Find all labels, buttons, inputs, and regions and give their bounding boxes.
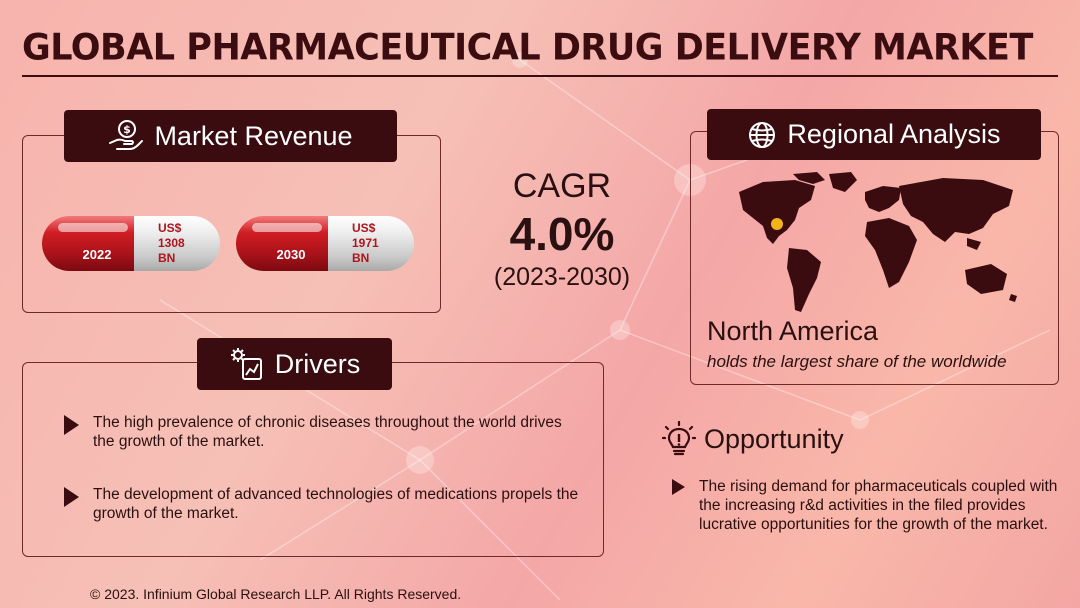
- capsule-value: US$ 1971 BN: [328, 216, 414, 271]
- cagr-value: 4.0%: [509, 208, 615, 260]
- driver-text: The development of advanced technologies…: [93, 486, 579, 522]
- bullet-triangle-icon: [64, 487, 79, 507]
- capsule-amount: 1971: [352, 236, 379, 250]
- market-revenue-heading: Market Revenue: [154, 120, 353, 151]
- title-divider: [22, 75, 1058, 77]
- cagr-period: (2023-2030): [493, 263, 631, 291]
- drivers-heading: Drivers: [274, 348, 361, 379]
- capsule-unit: BN: [352, 251, 370, 265]
- money-hand-icon: $: [109, 120, 144, 150]
- capsule-unit: BN: [158, 251, 176, 265]
- drivers-panel: [22, 362, 604, 557]
- region-name: North America: [707, 316, 879, 346]
- capsule-year: 2022: [42, 216, 138, 271]
- gears-chart-icon: [230, 348, 262, 380]
- capsule-2022: 2022 US$ 1308 BN: [42, 216, 220, 271]
- driver-item: The development of advanced technologies…: [64, 485, 584, 523]
- world-map: [739, 172, 1017, 312]
- copyright-footer: © 2023. Infinium Global Research LLP. Al…: [90, 586, 462, 602]
- north-america-marker: [771, 218, 783, 230]
- opportunity-header: Opportunity: [662, 421, 844, 457]
- globe-icon: [749, 121, 776, 148]
- bullet-triangle-icon: [672, 479, 685, 495]
- capsule-2030: 2030 US$ 1971 BN: [236, 216, 414, 271]
- opportunity-text: The rising demand for pharmaceuticals co…: [699, 478, 1058, 533]
- cagr-block: CAGR 4.0% (2023-2030): [462, 165, 662, 293]
- svg-text:$: $: [124, 123, 132, 136]
- opportunity-item: The rising demand for pharmaceuticals co…: [672, 477, 1062, 534]
- regional-analysis-header: Regional Analysis: [707, 109, 1041, 160]
- capsule-year: 2030: [236, 216, 332, 271]
- capsule-value: US$ 1308 BN: [134, 216, 220, 271]
- bullet-triangle-icon: [64, 415, 79, 435]
- capsule-amount: 1308: [158, 236, 185, 250]
- driver-item: The high prevalence of chronic diseases …: [64, 413, 584, 451]
- capsule-currency: US$: [352, 221, 376, 235]
- lightbulb-icon: [662, 421, 696, 456]
- driver-text: The high prevalence of chronic diseases …: [93, 414, 562, 450]
- regional-analysis-heading: Regional Analysis: [787, 119, 1001, 149]
- market-revenue-header: $ Market Revenue: [64, 110, 397, 162]
- cagr-label: CAGR: [512, 167, 612, 205]
- region-note: holds the largest share of the worldwide: [707, 352, 1007, 371]
- drivers-header: Drivers: [197, 338, 392, 390]
- opportunity-heading: Opportunity: [704, 423, 844, 454]
- page-title: GLOBAL PHARMACEUTICAL DRUG DELIVERY MARK…: [22, 27, 1033, 69]
- capsule-currency: US$: [158, 221, 182, 235]
